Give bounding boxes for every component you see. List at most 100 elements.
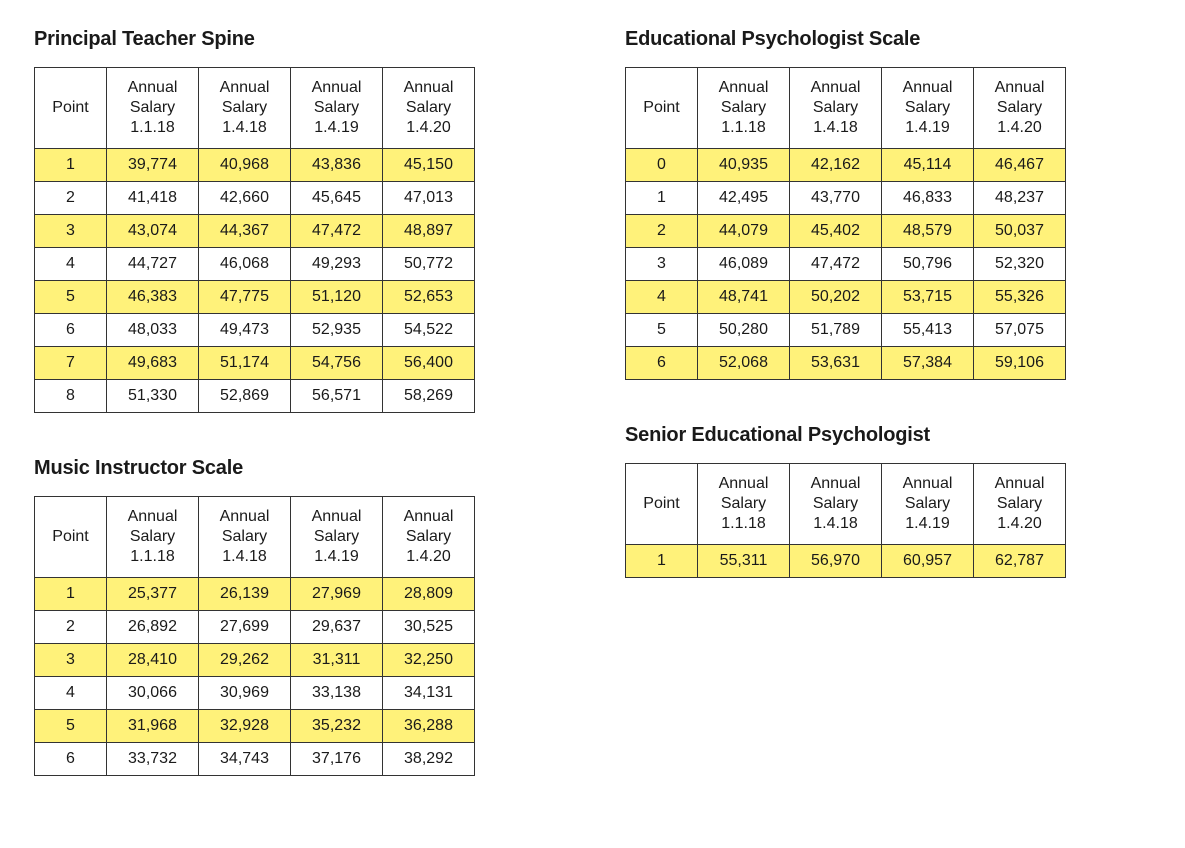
column-header: AnnualSalary1.1.18 [107,497,199,578]
salary-cell: 45,150 [383,149,475,182]
salary-cell: 53,715 [882,281,974,314]
salary-table-edpsych: PointAnnualSalary1.1.18AnnualSalary1.4.1… [625,67,1066,380]
salary-cell: 55,326 [974,281,1066,314]
column-header: Point [626,68,698,149]
point-cell: 3 [626,248,698,281]
point-cell: 4 [626,281,698,314]
salary-section-principal: Principal Teacher SpinePointAnnualSalary… [34,28,475,413]
table-row: 430,06630,96933,13834,131 [35,677,475,710]
salary-cell: 32,928 [199,710,291,743]
point-cell: 2 [35,182,107,215]
table-row: 142,49543,77046,83348,237 [626,182,1066,215]
salary-cell: 46,833 [882,182,974,215]
salary-cell: 42,495 [698,182,790,215]
salary-cell: 55,413 [882,314,974,347]
salary-cell: 31,968 [107,710,199,743]
salary-cell: 52,935 [291,314,383,347]
column-header: AnnualSalary1.4.19 [291,497,383,578]
salary-cell: 47,472 [790,248,882,281]
salary-cell: 38,292 [383,743,475,776]
table-row: 648,03349,47352,93554,522 [35,314,475,347]
column-header: Point [35,497,107,578]
point-cell: 1 [626,545,698,578]
table-row: 633,73234,74337,17638,292 [35,743,475,776]
salary-cell: 55,311 [698,545,790,578]
table-header-row: PointAnnualSalary1.1.18AnnualSalary1.4.1… [626,68,1066,149]
salary-cell: 42,162 [790,149,882,182]
point-cell: 8 [35,380,107,413]
salary-cell: 27,969 [291,578,383,611]
salary-cell: 32,250 [383,644,475,677]
column-header: AnnualSalary1.4.18 [790,68,882,149]
table-row: 531,96832,92835,23236,288 [35,710,475,743]
left-column: Principal Teacher SpinePointAnnualSalary… [34,28,475,820]
table-row: 244,07945,40248,57950,037 [626,215,1066,248]
point-cell: 1 [35,578,107,611]
salary-cell: 35,232 [291,710,383,743]
salary-cell: 26,139 [199,578,291,611]
salary-cell: 30,969 [199,677,291,710]
salary-cell: 37,176 [291,743,383,776]
point-cell: 1 [35,149,107,182]
salary-cell: 48,033 [107,314,199,347]
salary-cell: 28,809 [383,578,475,611]
column-header: AnnualSalary1.1.18 [698,464,790,545]
point-cell: 3 [35,644,107,677]
section-title: Educational Psychologist Scale [625,28,1066,51]
salary-cell: 47,472 [291,215,383,248]
column-header: AnnualSalary1.4.19 [291,68,383,149]
point-cell: 6 [35,314,107,347]
salary-cell: 51,330 [107,380,199,413]
point-cell: 7 [35,347,107,380]
point-cell: 2 [35,611,107,644]
salary-cell: 40,935 [698,149,790,182]
salary-cell: 43,074 [107,215,199,248]
salary-cell: 31,311 [291,644,383,677]
column-header: AnnualSalary1.4.20 [974,68,1066,149]
salary-table-principal: PointAnnualSalary1.1.18AnnualSalary1.4.1… [34,67,475,413]
salary-cell: 49,683 [107,347,199,380]
salary-cell: 50,772 [383,248,475,281]
section-title: Music Instructor Scale [34,457,475,480]
salary-cell: 44,079 [698,215,790,248]
salary-cell: 52,068 [698,347,790,380]
salary-cell: 54,756 [291,347,383,380]
table-header-row: PointAnnualSalary1.1.18AnnualSalary1.4.1… [35,68,475,149]
point-cell: 3 [35,215,107,248]
salary-section-senioredpsych: Senior Educational PsychologistPointAnnu… [625,424,1066,578]
salary-cell: 50,202 [790,281,882,314]
salary-cell: 47,013 [383,182,475,215]
table-row: 346,08947,47250,79652,320 [626,248,1066,281]
salary-cell: 46,089 [698,248,790,281]
page-columns: Principal Teacher SpinePointAnnualSalary… [34,28,1151,820]
salary-cell: 54,522 [383,314,475,347]
salary-cell: 46,467 [974,149,1066,182]
table-row: 155,31156,97060,95762,787 [626,545,1066,578]
salary-cell: 46,068 [199,248,291,281]
salary-cell: 60,957 [882,545,974,578]
salary-cell: 47,775 [199,281,291,314]
salary-section-music: Music Instructor ScalePointAnnualSalary1… [34,457,475,776]
salary-cell: 50,796 [882,248,974,281]
column-header: AnnualSalary1.4.20 [383,497,475,578]
point-cell: 5 [626,314,698,347]
salary-cell: 48,237 [974,182,1066,215]
salary-cell: 58,269 [383,380,475,413]
salary-cell: 49,473 [199,314,291,347]
column-header: AnnualSalary1.4.20 [383,68,475,149]
point-cell: 2 [626,215,698,248]
salary-cell: 33,138 [291,677,383,710]
point-cell: 6 [35,743,107,776]
salary-cell: 48,579 [882,215,974,248]
salary-cell: 56,400 [383,347,475,380]
table-row: 241,41842,66045,64547,013 [35,182,475,215]
salary-cell: 52,320 [974,248,1066,281]
salary-cell: 48,897 [383,215,475,248]
column-header: Point [35,68,107,149]
salary-cell: 51,174 [199,347,291,380]
table-row: 343,07444,36747,47248,897 [35,215,475,248]
salary-cell: 46,383 [107,281,199,314]
table-row: 226,89227,69929,63730,525 [35,611,475,644]
table-header-row: PointAnnualSalary1.1.18AnnualSalary1.4.1… [626,464,1066,545]
salary-cell: 34,131 [383,677,475,710]
